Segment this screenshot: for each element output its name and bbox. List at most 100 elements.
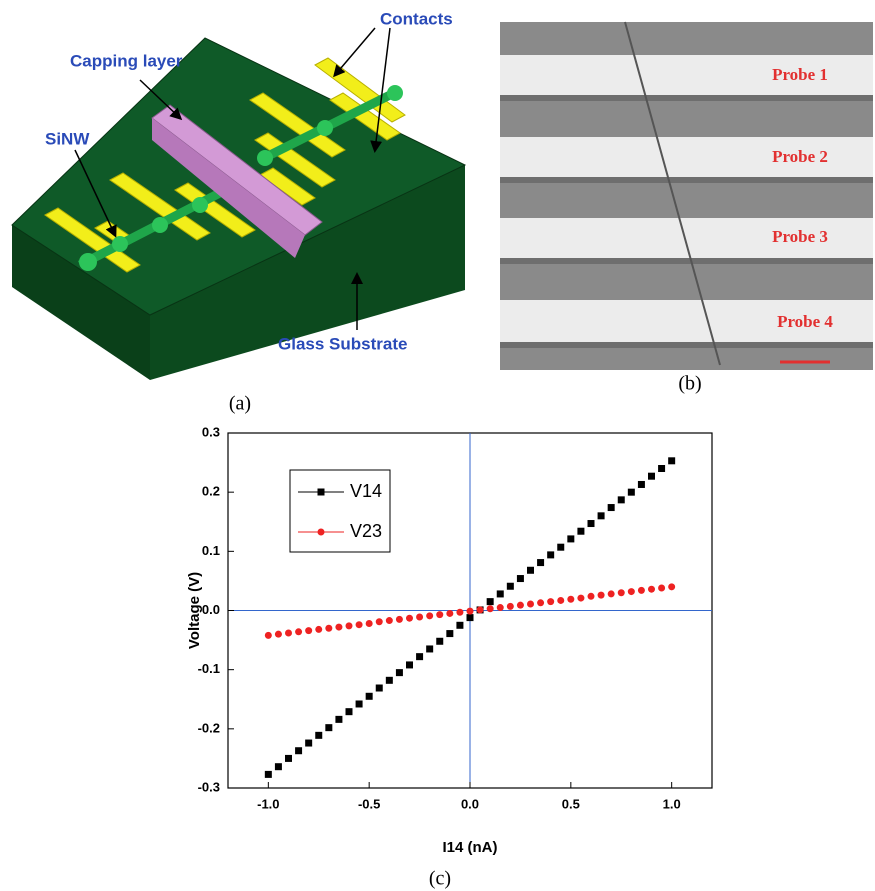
y-tick-label: -0.1 [198, 661, 220, 676]
caption-c: (c) [429, 868, 451, 890]
data-point [527, 600, 534, 607]
legend-label: V14 [350, 481, 382, 501]
data-point [467, 608, 474, 615]
data-point [497, 604, 504, 611]
data-point [335, 624, 342, 631]
data-point [567, 596, 574, 603]
data-point [628, 588, 635, 595]
data-point [608, 504, 615, 511]
data-point [668, 583, 675, 590]
data-point [446, 630, 453, 637]
data-point [366, 620, 373, 627]
data-point [318, 529, 325, 536]
data-point [517, 575, 524, 582]
data-point [467, 614, 474, 621]
x-tick-label: 0.5 [562, 796, 580, 811]
data-point [318, 489, 325, 496]
x-tick-label: 1.0 [663, 796, 681, 811]
data-point [275, 631, 282, 638]
data-point [598, 592, 605, 599]
probe-label: Probe 1 [772, 65, 828, 84]
data-point [598, 512, 605, 519]
data-point [507, 603, 514, 610]
data-point [668, 457, 675, 464]
data-point [497, 590, 504, 597]
data-point [285, 629, 292, 636]
data-point [537, 599, 544, 606]
data-point [305, 627, 312, 634]
legend-label: V23 [350, 521, 382, 541]
data-point [416, 614, 423, 621]
data-point [456, 622, 463, 629]
data-point [436, 611, 443, 618]
y-axis-label: Voltage (V) [186, 572, 203, 649]
data-point [406, 661, 413, 668]
data-point [346, 622, 353, 629]
y-tick-label: 0.0 [202, 602, 220, 617]
probe-label: Probe 2 [772, 147, 828, 166]
x-tick-label: -0.5 [358, 796, 380, 811]
data-point [305, 740, 312, 747]
data-point [517, 602, 524, 609]
data-point [356, 700, 363, 707]
data-point [547, 551, 554, 558]
data-point [588, 593, 595, 600]
data-point [265, 771, 272, 778]
data-point [325, 724, 332, 731]
data-point [325, 625, 332, 632]
data-point [315, 732, 322, 739]
data-point [426, 645, 433, 652]
data-point [477, 606, 484, 613]
data-point [567, 535, 574, 542]
figure: Contacts Capping layer SiNW Glass Substr… [0, 0, 875, 891]
data-point [658, 465, 665, 472]
data-point [396, 669, 403, 676]
label-contacts: Contacts [380, 9, 453, 28]
data-point [487, 605, 494, 612]
data-point [426, 612, 433, 619]
data-point [608, 590, 615, 597]
data-point [638, 587, 645, 594]
data-point [275, 763, 282, 770]
x-axis-label: I14 (nA) [442, 839, 497, 856]
x-tick-label: 0.0 [461, 796, 479, 811]
data-point [406, 615, 413, 622]
y-tick-label: 0.2 [202, 484, 220, 499]
label-capping-layer: Capping layer [70, 51, 183, 70]
data-point [507, 583, 514, 590]
data-point [295, 628, 302, 635]
data-point [527, 567, 534, 574]
data-point [628, 489, 635, 496]
data-point [618, 589, 625, 596]
data-point [356, 621, 363, 628]
data-point [386, 617, 393, 624]
data-point [446, 610, 453, 617]
probe-label: Probe 4 [777, 312, 833, 331]
data-point [386, 677, 393, 684]
data-point [315, 626, 322, 633]
data-point [295, 747, 302, 754]
data-point [335, 716, 342, 723]
data-point [588, 520, 595, 527]
data-point [416, 653, 423, 660]
caption-b: (b) [678, 373, 701, 395]
data-point [285, 755, 292, 762]
y-tick-label: 0.1 [202, 543, 220, 558]
data-point [648, 586, 655, 593]
data-point [436, 638, 443, 645]
data-point [648, 473, 655, 480]
data-point [618, 496, 625, 503]
device-diagram [12, 28, 465, 380]
caption-a: (a) [229, 393, 251, 415]
y-tick-label: -0.3 [198, 779, 220, 794]
x-tick-label: -1.0 [257, 796, 279, 811]
y-tick-label: 0.3 [202, 424, 220, 439]
probe-label: Probe 3 [772, 227, 828, 246]
data-point [638, 481, 645, 488]
y-tick-label: -0.2 [198, 720, 220, 735]
data-point [487, 598, 494, 605]
label-glass-substrate: Glass Substrate [278, 334, 407, 353]
data-point [537, 559, 544, 566]
data-point [577, 528, 584, 535]
data-point [396, 616, 403, 623]
